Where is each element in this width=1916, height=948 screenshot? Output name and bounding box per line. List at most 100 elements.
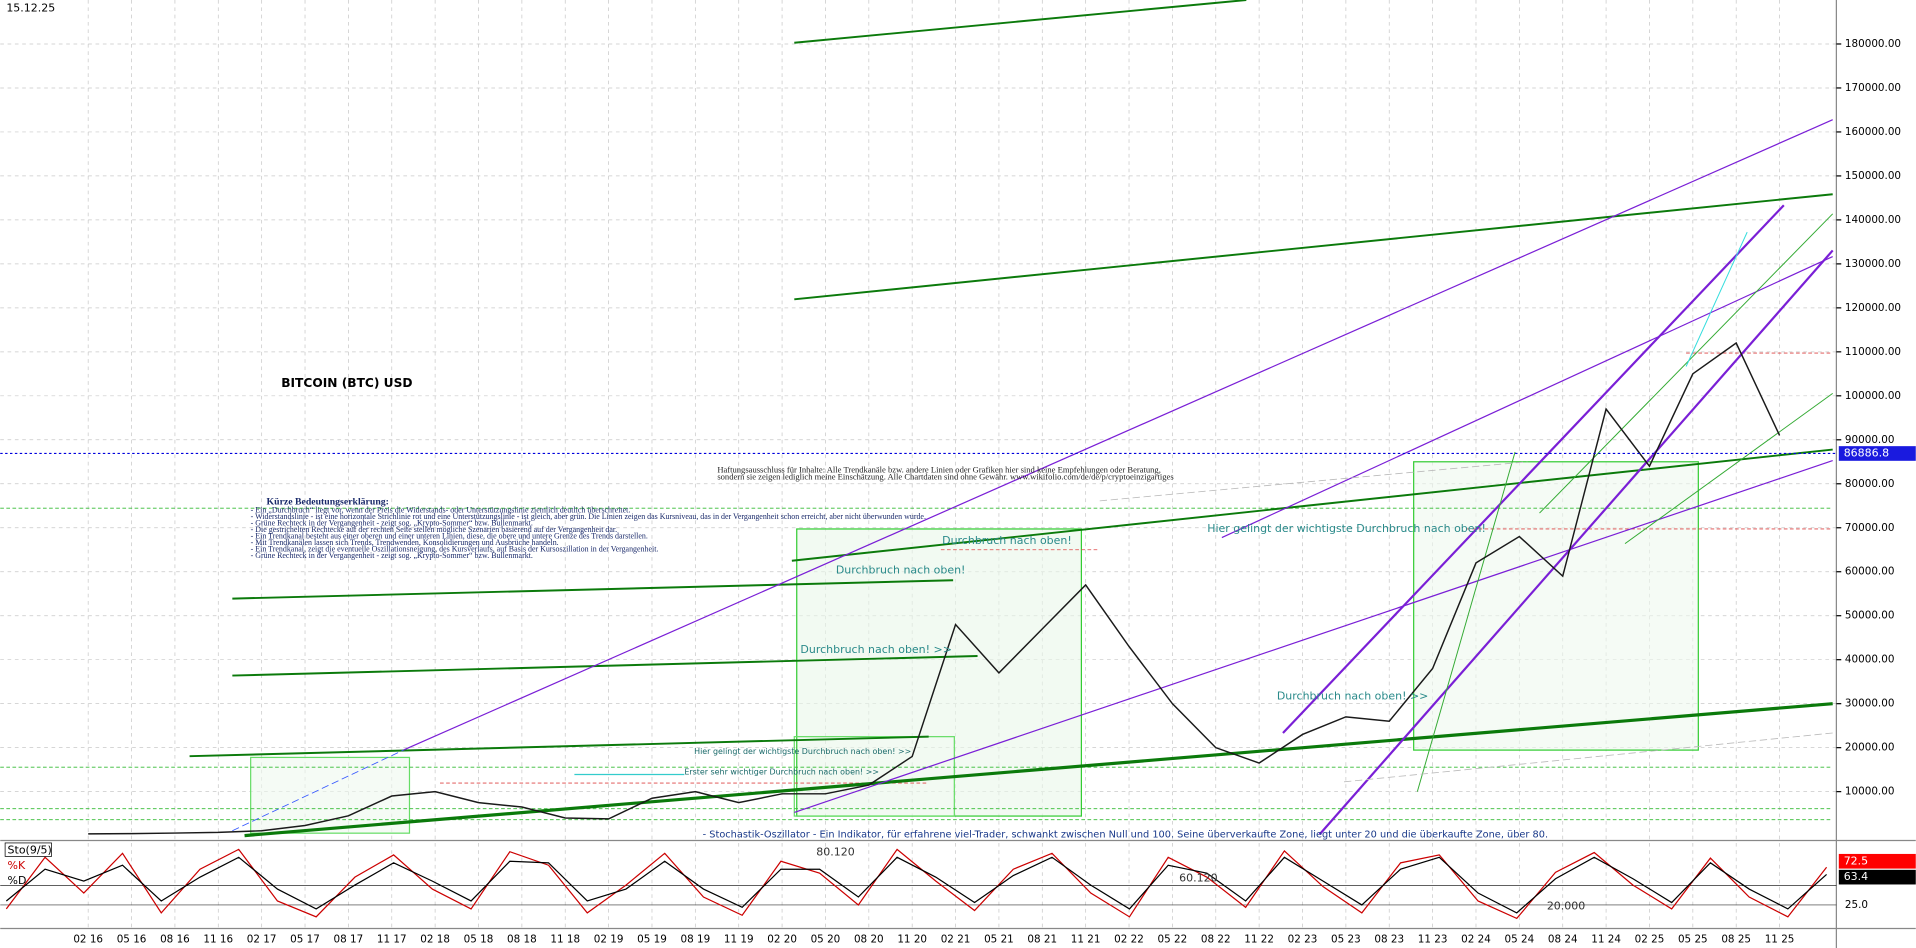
x-tick-label: 11 21 [1071,933,1101,945]
last-price-label: 86886.8 [1844,446,1889,459]
annotation: 80.120 [816,846,854,859]
x-tick-label: 11 19 [724,933,754,945]
legend-box [4,842,52,857]
y-tick-label: 30000.00 [1845,698,1895,710]
bull-rect [250,756,411,834]
x-tick-label: 08 20 [854,933,884,945]
annotation: Hier gelingt der wichtigste Durchbruch n… [1207,522,1486,535]
x-tick-label: 08 16 [160,933,190,945]
x-tick-label: 11 24 [1591,933,1621,945]
x-tick-label: 02 24 [1461,933,1491,945]
x-tick-label: 08 23 [1374,933,1404,945]
y-tick-label: 10000.00 [1845,786,1895,798]
annotation: - Stochastik-Oszillator - Ein Indikator,… [703,829,1548,840]
y-tick-label: 70000.00 [1845,522,1895,534]
x-tick-label: 08 17 [334,933,364,945]
x-tick-label: 11 17 [377,933,407,945]
legend-entry: %D [8,874,27,887]
y-tick-label: 80000.00 [1845,478,1895,490]
indicator-title: Sto(9/5) [8,843,52,856]
x-tick-label: 02 22 [1114,933,1144,945]
y-tick-label: 25.0 [1845,899,1868,911]
x-tick-label: 02 18 [420,933,450,945]
disclaimer: sondern sie zeigen lediglich meine Einsc… [717,472,1174,482]
legend-title: Kürze Bedeutungserklärung: [267,496,389,507]
y-tick-label: 110000.00 [1845,346,1901,358]
x-tick-label: 02 21 [941,933,971,945]
y-tick-label: 160000.00 [1845,126,1901,138]
y-tick-label: 40000.00 [1845,654,1895,666]
x-tick-label: 08 21 [1027,933,1057,945]
x-tick-label: 02 20 [767,933,797,945]
x-tick-label: 11 23 [1418,933,1448,945]
annotation: Durchbruch nach oben! >> [800,643,952,656]
x-tick-label: 02 23 [1288,933,1318,945]
annotation: 60.120 [1179,871,1217,884]
x-tick-label: 05 17 [290,933,320,945]
stoch-line [5,848,1828,920]
chart-title: BITCOIN (BTC) USD [281,376,412,390]
annotation: Durchbruch nach oben! [942,534,1072,547]
x-tick-label: 05 20 [811,933,841,945]
x-tick-label: 11 25 [1765,933,1795,945]
x-tick-label: 11 18 [550,933,580,945]
annotation: Erster sehr wichtiger Durchbruch nach ob… [684,768,879,777]
x-tick-label: 11 16 [203,933,233,945]
value-tag-label: 63.4 [1844,870,1868,883]
last-price-tag [1838,446,1916,461]
x-tick-label: 05 23 [1331,933,1361,945]
x-tick-label: 05 19 [637,933,667,945]
legend-line: - Ein „Durchbruch“ liegt vor, wenn der P… [251,505,631,514]
legend-block: Kürze Bedeutungserklärung:- Ein „Durchbr… [251,496,926,559]
x-tick-label: 05 25 [1678,933,1708,945]
date: 15.12.25 [6,2,55,15]
legend-entry: %K [8,859,26,872]
disclaimer: Haftungsausschluss für Inhalte: Alle Tre… [717,464,1161,474]
legend-line: - Ein Trendkanal besteht aus einer obere… [251,531,648,540]
x-tick-label: 05 16 [117,933,147,945]
y-tick-label: 100000.00 [1845,390,1901,402]
x-tick-label: 08 25 [1721,933,1751,945]
y-tick-label: 90000.00 [1845,434,1895,446]
y-tick-label: 170000.00 [1845,82,1901,94]
y-tick-label: 120000.00 [1845,302,1901,314]
x-tick-label: 02 16 [73,933,103,945]
legend-line: - Ein Trendkanal, zeigt die eventuelle O… [251,544,659,553]
bull-rect [1413,461,1699,751]
x-tick-label: 08 24 [1548,933,1578,945]
x-tick-label: 08 22 [1201,933,1231,945]
y-tick-label: 60000.00 [1845,566,1895,578]
price-line [88,341,1781,835]
legend-line: - Mit Trendkanälen lassen sich Trends, T… [251,538,559,547]
value-tag [1838,853,1916,869]
x-tick-label: 02 17 [247,933,277,945]
value-tag [1838,869,1916,885]
y-tick-label: 150000.00 [1845,170,1901,182]
legend-line: - Grüne Rechteck in der Vergangenheit - … [251,551,533,560]
x-tick-label: 05 21 [984,933,1014,945]
y-tick-label: 20000.00 [1845,742,1895,754]
x-tick-label: 02 25 [1635,933,1665,945]
y-tick-label: 130000.00 [1845,258,1901,270]
value-tag-label: 72.5 [1844,854,1868,867]
y-tick-label: 140000.00 [1845,214,1901,226]
x-tick-label: 02 19 [594,933,624,945]
annotation: Hier gelingt der wichtigste Durchbruch n… [694,747,911,756]
x-tick-label: 05 24 [1504,933,1534,945]
x-tick-label: 05 22 [1158,933,1188,945]
x-tick-label: 11 22 [1244,933,1274,945]
annotation: 20.000 [1547,899,1585,912]
annotation: Durchbruch nach oben! [836,564,966,577]
x-tick-label: 08 18 [507,933,537,945]
x-tick-label: 11 20 [897,933,927,945]
x-tick-label: 05 18 [464,933,494,945]
legend-line: - Grüne Rechteck in der Vergangenheit - … [251,518,533,527]
legend-line: - Widerstandslinie - ist eine horizontal… [251,512,926,521]
x-tick-label: 08 19 [680,933,710,945]
legend-line: - Die gestrichelten Rechtecke auf der re… [251,525,617,534]
y-tick-label: 50000.00 [1845,610,1895,622]
y-tick-label: 180000.00 [1845,38,1901,50]
annotation: Durchbruch nach oben! >> [1277,689,1429,702]
stoch-line [5,856,1827,914]
